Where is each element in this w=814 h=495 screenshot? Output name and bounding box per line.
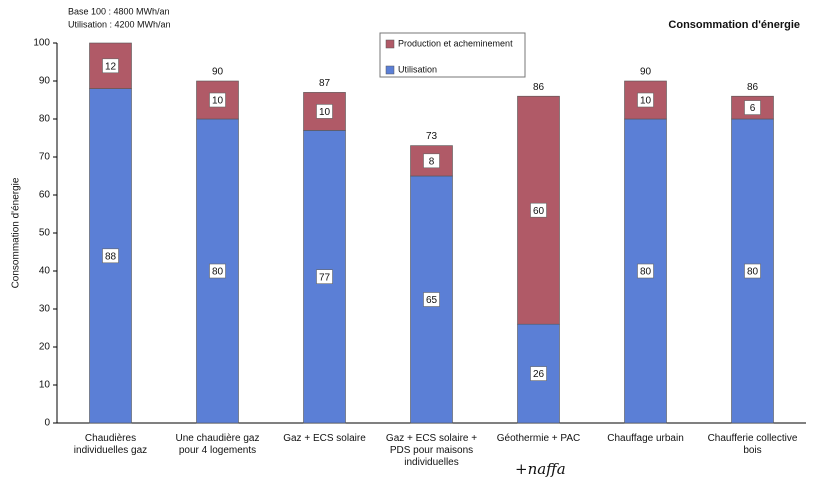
legend-label: Production et acheminement	[398, 38, 513, 48]
value-label: 80	[640, 267, 652, 278]
value-label: 80	[212, 267, 224, 278]
total-label: 87	[319, 78, 331, 89]
value-label-box	[744, 263, 761, 279]
total-label: 86	[747, 82, 759, 93]
value-label-box	[637, 92, 654, 108]
value-label-box	[209, 263, 226, 279]
y-tick-label: 10	[39, 380, 51, 391]
value-label: 10	[319, 107, 331, 118]
y-tick-label: 40	[39, 266, 51, 277]
chart-title: Consommation d'énergie	[668, 19, 800, 31]
value-label-box	[744, 100, 761, 115]
value-label: 77	[319, 272, 331, 283]
y-tick-label: 0	[44, 418, 50, 429]
y-tick-label: 60	[39, 190, 51, 201]
value-label-box	[423, 153, 440, 169]
value-label: 80	[747, 267, 759, 278]
note: Base 100 : 4800 MWh/an	[68, 6, 170, 16]
value-label-box	[530, 202, 547, 218]
note: Utilisation : 4200 MWh/an	[68, 19, 171, 29]
legend-label: Utilisation	[398, 64, 437, 74]
y-axis-label: Consommation d'énergie	[11, 177, 22, 288]
y-tick-label: 20	[39, 342, 51, 353]
y-tick-label: 80	[39, 114, 51, 125]
legend-swatch	[385, 39, 395, 49]
value-label-box	[530, 366, 547, 381]
value-label: 65	[426, 295, 438, 306]
value-label-box	[102, 58, 119, 74]
y-tick-label: 30	[39, 304, 51, 315]
value-label: 10	[212, 96, 224, 107]
value-label-box	[316, 269, 333, 285]
value-label: 26	[533, 369, 545, 380]
x-tick-label: Une chaudière gaz pour 4 logements	[175, 433, 260, 456]
total-label: 90	[212, 67, 224, 78]
total-label: 90	[640, 67, 652, 78]
y-tick-label: 70	[39, 152, 51, 163]
x-tick-label: Chaudières individuelles gaz	[73, 433, 148, 456]
bar-segment	[410, 145, 453, 177]
value-label: 12	[105, 61, 117, 72]
y-tick-label: 100	[33, 38, 50, 49]
value-label: 10	[640, 96, 652, 107]
x-tick-label: Géothermie + PAC	[496, 433, 581, 444]
y-tick-label: 50	[39, 228, 51, 239]
value-label: 88	[105, 251, 117, 262]
value-label: 60	[533, 206, 545, 217]
value-label: 8	[429, 156, 435, 167]
x-tick-label: Chauffage urbain	[607, 433, 684, 444]
value-label-box	[316, 104, 333, 119]
total-label: 86	[533, 82, 545, 93]
y-tick-label: 90	[39, 76, 51, 87]
x-tick-label: Chaufferie collective bois	[707, 433, 798, 456]
total-label: 73	[426, 131, 438, 142]
value-label: 6	[750, 103, 756, 114]
legend-box	[379, 32, 526, 78]
value-label-box	[102, 248, 119, 264]
value-label-box	[423, 292, 440, 307]
legend-swatch	[385, 65, 395, 75]
annotation: +naffa	[515, 460, 566, 478]
value-label-box	[209, 92, 226, 108]
value-label-box	[637, 263, 654, 279]
x-tick-label: Gaz + ECS solaire + PDS pour maisons ind…	[385, 433, 478, 468]
x-tick-label: Gaz + ECS solaire	[283, 433, 366, 444]
